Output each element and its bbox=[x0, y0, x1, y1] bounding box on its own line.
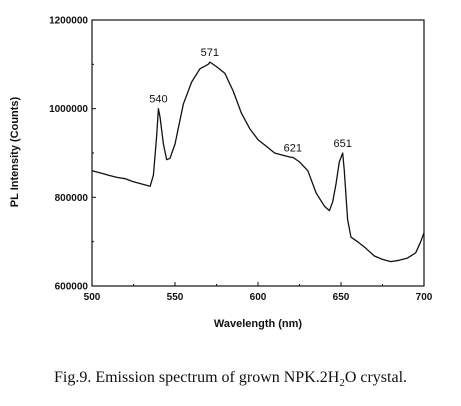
spectrum-line bbox=[91, 61, 425, 263]
x-tick-label: 500 bbox=[84, 292, 101, 303]
y-tick-label: 1200000 bbox=[49, 16, 88, 27]
y-tick-label: 800000 bbox=[55, 193, 89, 204]
peak-label: 621 bbox=[284, 142, 302, 154]
series bbox=[91, 61, 425, 263]
peak-label: 651 bbox=[333, 138, 351, 150]
y-axis-label: PL Intensity (Counts) bbox=[9, 96, 21, 207]
x-axis-label: Wavelength (nm) bbox=[214, 318, 303, 330]
y-tick-label: 1000000 bbox=[49, 104, 88, 115]
peak-label: 571 bbox=[201, 47, 219, 59]
caption-subscript: 2 bbox=[339, 377, 345, 390]
x-tick-label: 650 bbox=[333, 292, 350, 303]
caption-prefix: Fig.9. Emission spectrum of grown NPK.2H bbox=[53, 369, 340, 386]
peak-label: 540 bbox=[149, 94, 167, 106]
x-tick-label: 700 bbox=[416, 292, 433, 303]
plot-frame bbox=[91, 19, 425, 287]
peak-annotations: 540 571 621 651 bbox=[149, 47, 352, 154]
axes bbox=[91, 19, 425, 287]
ticks: 500 550 600 650 700 600000 800000 1000000 120000… bbox=[49, 16, 433, 304]
caption-suffix: O crystal. bbox=[344, 369, 408, 386]
x-tick-label: 550 bbox=[167, 292, 184, 303]
y-tick-label: 600000 bbox=[55, 282, 89, 293]
figure-caption: Fig.9. Emission spectrum of grown NPK.2H… bbox=[0, 369, 461, 389]
x-tick-label: 600 bbox=[250, 292, 267, 303]
